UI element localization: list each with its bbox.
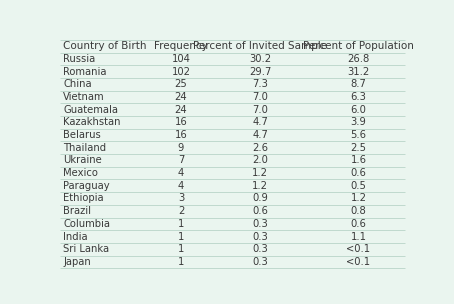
Text: 2.5: 2.5 xyxy=(350,143,366,153)
Text: 3: 3 xyxy=(178,193,184,203)
Text: Frequency: Frequency xyxy=(154,41,208,51)
Text: 1.1: 1.1 xyxy=(350,232,366,241)
Text: 4: 4 xyxy=(178,181,184,191)
Text: 0.6: 0.6 xyxy=(350,219,366,229)
Text: 8.7: 8.7 xyxy=(350,79,366,89)
Text: 104: 104 xyxy=(172,54,190,64)
Text: 0.6: 0.6 xyxy=(350,168,366,178)
Text: Country of Birth: Country of Birth xyxy=(63,41,147,51)
Text: 7: 7 xyxy=(178,155,184,165)
Text: 0.5: 0.5 xyxy=(350,181,366,191)
Text: 30.2: 30.2 xyxy=(249,54,271,64)
Text: 7.0: 7.0 xyxy=(252,105,268,115)
Text: 4.7: 4.7 xyxy=(252,130,268,140)
Text: 6.0: 6.0 xyxy=(350,105,366,115)
Text: 1.2: 1.2 xyxy=(350,193,366,203)
Text: 1: 1 xyxy=(178,244,184,254)
Text: 29.7: 29.7 xyxy=(249,67,271,77)
Text: 1.2: 1.2 xyxy=(252,168,268,178)
Text: Columbia: Columbia xyxy=(63,219,110,229)
Text: 0.8: 0.8 xyxy=(350,206,366,216)
Text: 31.2: 31.2 xyxy=(347,67,370,77)
Text: 0.3: 0.3 xyxy=(252,244,268,254)
Text: 9: 9 xyxy=(178,143,184,153)
Text: 2.0: 2.0 xyxy=(252,155,268,165)
Text: 1.6: 1.6 xyxy=(350,155,366,165)
Text: Vietnam: Vietnam xyxy=(63,92,105,102)
Text: Romania: Romania xyxy=(63,67,107,77)
Text: 7.0: 7.0 xyxy=(252,92,268,102)
Text: 102: 102 xyxy=(172,67,191,77)
Text: Thailand: Thailand xyxy=(63,143,106,153)
Text: <0.1: <0.1 xyxy=(346,244,370,254)
Text: Guatemala: Guatemala xyxy=(63,105,118,115)
Text: China: China xyxy=(63,79,92,89)
Text: 2: 2 xyxy=(178,206,184,216)
Text: 25: 25 xyxy=(175,79,188,89)
Text: Ethiopia: Ethiopia xyxy=(63,193,104,203)
Text: Belarus: Belarus xyxy=(63,130,101,140)
Text: Percent of Population: Percent of Population xyxy=(303,41,414,51)
Text: 24: 24 xyxy=(175,105,187,115)
Text: 16: 16 xyxy=(175,117,188,127)
Text: 6.3: 6.3 xyxy=(350,92,366,102)
Text: <0.1: <0.1 xyxy=(346,257,370,267)
Text: Mexico: Mexico xyxy=(63,168,98,178)
Text: India: India xyxy=(63,232,88,241)
Text: 1: 1 xyxy=(178,232,184,241)
Text: 3.9: 3.9 xyxy=(350,117,366,127)
Text: 4.7: 4.7 xyxy=(252,117,268,127)
Text: 0.3: 0.3 xyxy=(252,257,268,267)
Text: Ukraine: Ukraine xyxy=(63,155,102,165)
Text: 0.9: 0.9 xyxy=(252,193,268,203)
Text: 5.6: 5.6 xyxy=(350,130,366,140)
Text: 0.6: 0.6 xyxy=(252,206,268,216)
Text: 16: 16 xyxy=(175,130,188,140)
Text: Paraguay: Paraguay xyxy=(63,181,110,191)
Text: 1.2: 1.2 xyxy=(252,181,268,191)
Text: Percent of Invited Sample: Percent of Invited Sample xyxy=(193,41,327,51)
Text: 0.3: 0.3 xyxy=(252,219,268,229)
Text: Brazil: Brazil xyxy=(63,206,91,216)
Text: 7.3: 7.3 xyxy=(252,79,268,89)
Text: 0.3: 0.3 xyxy=(252,232,268,241)
Text: 4: 4 xyxy=(178,168,184,178)
Text: 2.6: 2.6 xyxy=(252,143,268,153)
Text: 1: 1 xyxy=(178,257,184,267)
Text: 1: 1 xyxy=(178,219,184,229)
Text: Sri Lanka: Sri Lanka xyxy=(63,244,109,254)
Text: Russia: Russia xyxy=(63,54,95,64)
Text: 26.8: 26.8 xyxy=(347,54,370,64)
Text: Japan: Japan xyxy=(63,257,91,267)
Text: Kazakhstan: Kazakhstan xyxy=(63,117,121,127)
Text: 24: 24 xyxy=(175,92,187,102)
